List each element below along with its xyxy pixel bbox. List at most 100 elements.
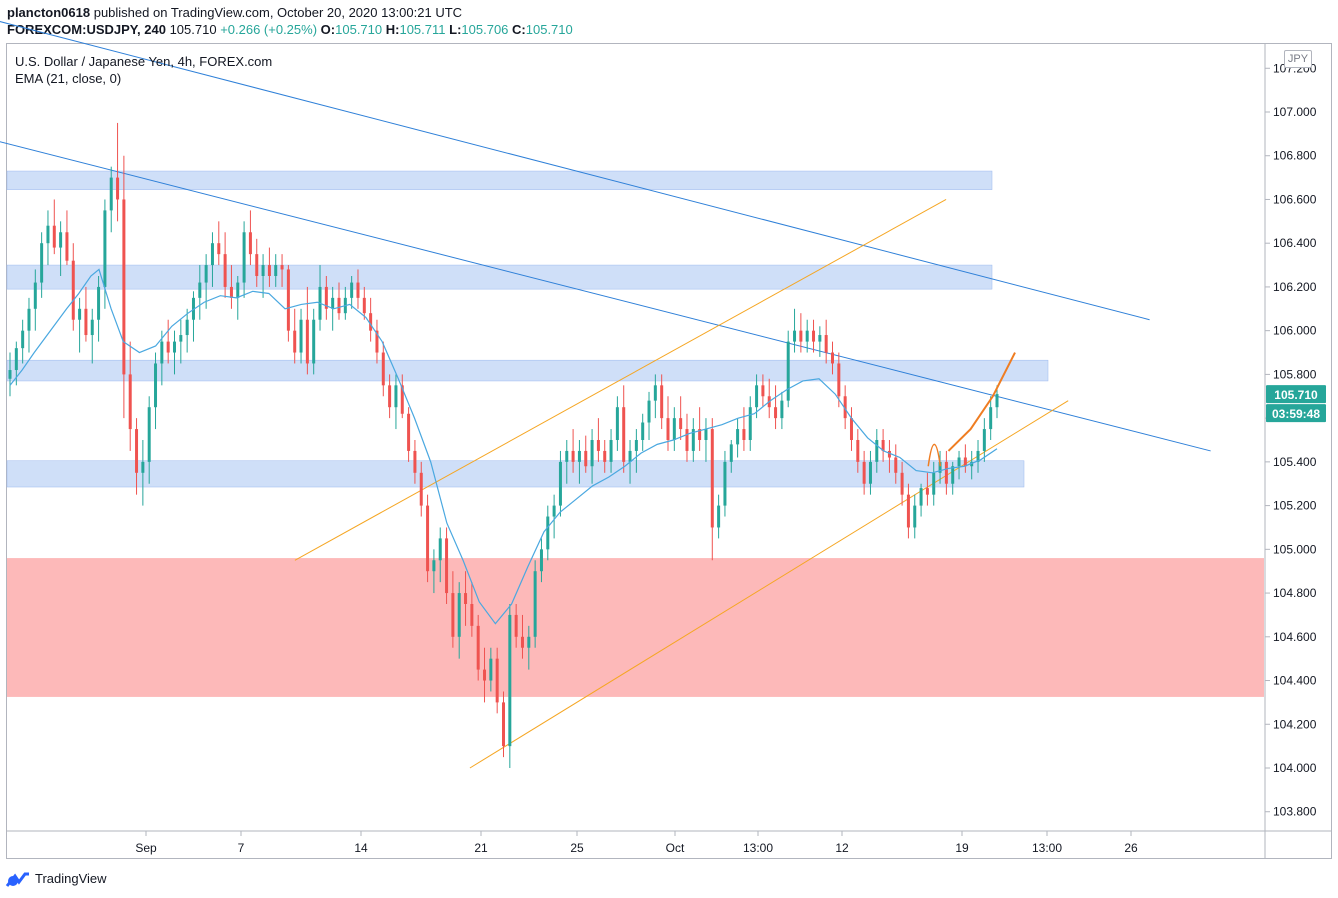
candle-body [843,396,847,419]
lower-trend-line [0,141,1211,452]
time-tick-label: 14 [354,841,368,855]
candle-body [774,407,778,419]
ema-layer [9,268,1016,625]
candle-body [457,593,461,637]
last-price-tag [1266,385,1326,404]
zones-layer [6,170,1264,697]
candle-body [470,604,474,626]
candle-body [305,319,309,364]
candle-body [868,461,872,484]
candle-body [812,330,816,342]
candle-body [33,282,37,309]
candle-body [179,335,183,342]
candle-body [489,658,493,681]
candle-body [938,461,942,473]
candle-body [527,636,531,648]
candle-body [71,260,75,320]
high-value: 105.711 [399,22,446,37]
candle-body [185,319,189,336]
price-tick-label: 105.400 [1273,455,1317,469]
candle-body [609,440,613,462]
candle-body [856,440,860,462]
time-tick-label: 19 [955,841,969,855]
high-label: H: [385,22,400,37]
price-tick-label: 106.200 [1273,280,1317,294]
price-tick-label: 104.000 [1273,761,1317,775]
candle-body [558,461,562,506]
candle-body [27,308,31,331]
price-tick-label: 106.800 [1273,149,1317,163]
time-tick-label: Oct [666,841,685,855]
candle-body [331,297,335,309]
candle-body [849,418,853,440]
countdown-tag-text: 03:59:48 [1272,407,1320,421]
candle-body [8,370,12,379]
publish-info: plancton0618 published on TradingView.co… [7,5,462,20]
candle-body [742,429,746,440]
candle-body [906,494,910,528]
candle-body [717,505,721,528]
candle-body [173,341,176,353]
candle-body [375,330,379,353]
legend-indicator[interactable]: EMA (21, close, 0) [15,71,122,86]
candle-body [634,440,638,451]
candle-body [14,348,18,371]
price-axis: 107.200107.000106.800106.600106.400106.2… [1265,61,1317,819]
candle-body [982,429,986,451]
candle-body [590,440,594,467]
candle-body [862,461,866,484]
chart-frame[interactable] [6,43,1332,859]
candle-body [533,571,537,637]
time-tick-label: 26 [1124,841,1138,855]
candle-body [647,400,651,423]
candle-body [280,265,284,270]
candle-body [666,418,670,440]
candle-body [976,450,980,462]
candle-body [546,516,550,550]
time-tick-label: 7 [238,841,245,855]
open-label: O: [320,22,336,37]
candle-body [723,461,727,506]
tradingview-logo-icon[interactable] [5,871,31,889]
candle-body [913,505,917,528]
candle-body [21,330,25,349]
legend-title[interactable]: U.S. Dollar / Japanese Yen, 4h, FOREX.co… [15,54,273,69]
candle-body [944,461,948,484]
candle-body [793,330,797,342]
candle-body [267,265,271,276]
candle-body [837,363,841,397]
candle-body [552,505,556,517]
candle-body [502,702,505,747]
candle-body [685,429,689,451]
candle-body [122,199,126,375]
price-tick-label: 107.000 [1273,105,1317,119]
candle-body [223,254,227,287]
candle-body [755,385,759,408]
candle-body [824,335,828,353]
candle-body [799,330,803,342]
price-tick-label: 104.600 [1273,630,1317,644]
candle-body [147,407,151,462]
chart-legend: U.S. Dollar / Japanese Yen, 4h, FOREX.co… [15,53,272,87]
tradingview-logo-text[interactable]: TradingView [35,871,107,886]
candle-body [584,450,588,467]
candle-body [255,254,259,276]
currency-badge[interactable]: JPY [1284,50,1312,68]
support-zone-3 [6,460,1025,488]
candle-body [989,407,993,430]
price-tag-layer: 105.710 03:59:48 [1266,385,1326,423]
author-name[interactable]: plancton0618 [7,5,91,20]
candle-body [483,669,487,681]
candle-body [539,549,543,572]
candle-body [672,418,676,440]
candle-body [780,400,784,419]
price-tick-label: 104.800 [1273,586,1317,600]
low-value: 105.706 [461,22,509,37]
low-label: L: [449,22,462,37]
candle-body [881,440,885,451]
candle-body [109,177,113,211]
time-tick-label: 13:00 [1032,841,1062,855]
candle-body [894,457,898,473]
candle-body [805,330,809,342]
